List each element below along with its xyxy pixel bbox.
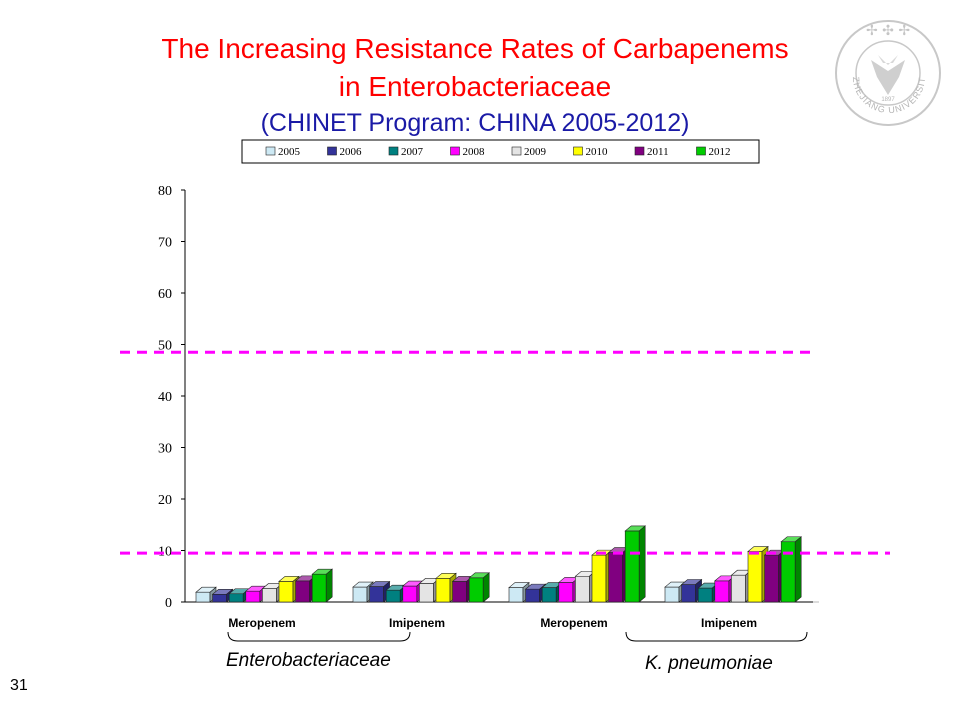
slide-subtitle: (CHINET Program: CHINA 2005-2012): [260, 109, 690, 137]
category-label: Meropenem: [228, 616, 295, 630]
category-label: Meropenem: [540, 616, 607, 630]
bar-front: [228, 593, 244, 603]
category-labels: Meropenem Imipenem Meropenem Imipenem: [228, 616, 757, 630]
legend-label: 2010: [586, 146, 609, 158]
group-brackets: [227, 631, 808, 642]
university-seal-logo: ZHEJIANG UNIVERSITY 1897 ✢ ✣ ✢: [833, 15, 941, 126]
bar: [697, 582, 720, 603]
legend-label: 2006: [340, 146, 363, 158]
bar-front: [352, 586, 368, 603]
legend-label: 2012: [709, 146, 731, 158]
legend-label: 2008: [463, 146, 486, 158]
legend-swatch: [388, 146, 399, 156]
legend-label: 2009: [524, 146, 547, 158]
bar-front: [295, 580, 310, 603]
category-label: Imipenem: [701, 616, 757, 630]
bar-front: [747, 551, 763, 603]
chart-legend: 2005 2006 2007 2008 2009 2010 2011 2012: [241, 139, 760, 164]
bracket-enterobacteriaceae: [227, 631, 411, 642]
bar-side: [638, 525, 646, 603]
bar-front: [508, 587, 524, 603]
bar-front: [245, 590, 261, 603]
bar-front: [435, 578, 451, 603]
legend-swatch: [450, 146, 460, 156]
bar-front: [452, 581, 467, 603]
bar: [278, 575, 300, 603]
y-axis: 0 10 20 30 40 50 60 70 80: [158, 184, 819, 611]
y-tick-label: 60: [158, 287, 172, 302]
bracket-k-pneumoniae: [625, 631, 808, 642]
bar: [780, 536, 803, 603]
legend-label: 2005: [278, 146, 301, 158]
category-label: Imipenem: [389, 616, 445, 630]
bar-front: [402, 585, 418, 603]
bar-front: [525, 588, 540, 603]
bar-front: [681, 584, 696, 603]
y-tick-label: 20: [158, 493, 172, 508]
bar-side: [482, 572, 490, 603]
bar: [624, 525, 647, 603]
y-tick-label: 40: [158, 390, 172, 405]
legend-swatch: [634, 146, 645, 156]
y-tick-label: 0: [165, 596, 172, 611]
bar-front: [780, 541, 796, 603]
legend-swatch: [327, 146, 337, 156]
bar-front: [278, 581, 294, 603]
y-tick-label: 70: [158, 236, 172, 251]
bar-front: [575, 575, 590, 603]
bar-front: [541, 587, 557, 603]
bar-front: [764, 554, 779, 603]
bar-front: [697, 587, 713, 603]
bar-side: [325, 568, 333, 603]
bar-side: [794, 536, 802, 603]
slide-title-line2: in Enterobacteriaceae: [338, 71, 612, 102]
legend-swatch: [265, 146, 276, 156]
bar-front: [558, 582, 574, 603]
logo-year: 1897: [881, 97, 895, 103]
bar-front: [664, 586, 680, 603]
bar-front: [468, 577, 484, 603]
bars-group: [195, 525, 803, 603]
legend-swatch: [511, 146, 522, 156]
bar-front: [608, 552, 623, 603]
bar: [311, 568, 334, 603]
y-tick-label: 30: [158, 442, 172, 457]
bar-front: [262, 588, 277, 603]
legend-swatch: [696, 146, 706, 156]
bar-front: [385, 589, 401, 603]
legend-swatch: [573, 146, 583, 156]
slide-title-line1: The Increasing Resistance Rates of Carba…: [161, 33, 789, 64]
y-tick-label: 50: [158, 339, 172, 354]
bar: [468, 572, 491, 603]
bar-front: [419, 583, 434, 603]
legend-box: [241, 139, 760, 164]
bar-front: [591, 554, 607, 603]
slide-number: 31: [10, 677, 28, 694]
bar-front: [369, 586, 384, 603]
bar-front: [195, 591, 211, 603]
y-tick-label: 80: [158, 184, 172, 199]
bar-front: [212, 593, 227, 603]
reference-lines: [120, 350, 890, 555]
bar-front: [714, 580, 730, 603]
legend-label: 2007: [401, 146, 424, 158]
bar-front: [731, 574, 746, 603]
legend-label: 2011: [647, 146, 669, 158]
svg-text:✢ ✣ ✢: ✢ ✣ ✢: [866, 23, 910, 39]
bar-front: [624, 530, 640, 603]
bar-front: [311, 573, 327, 603]
group-label-enterobacteriaceae: Enterobacteriaceae: [226, 650, 391, 671]
bar: [574, 570, 597, 603]
group-label-k-pneumoniae: K. pneumoniae: [645, 653, 773, 674]
y-tick-label: 10: [158, 545, 172, 560]
